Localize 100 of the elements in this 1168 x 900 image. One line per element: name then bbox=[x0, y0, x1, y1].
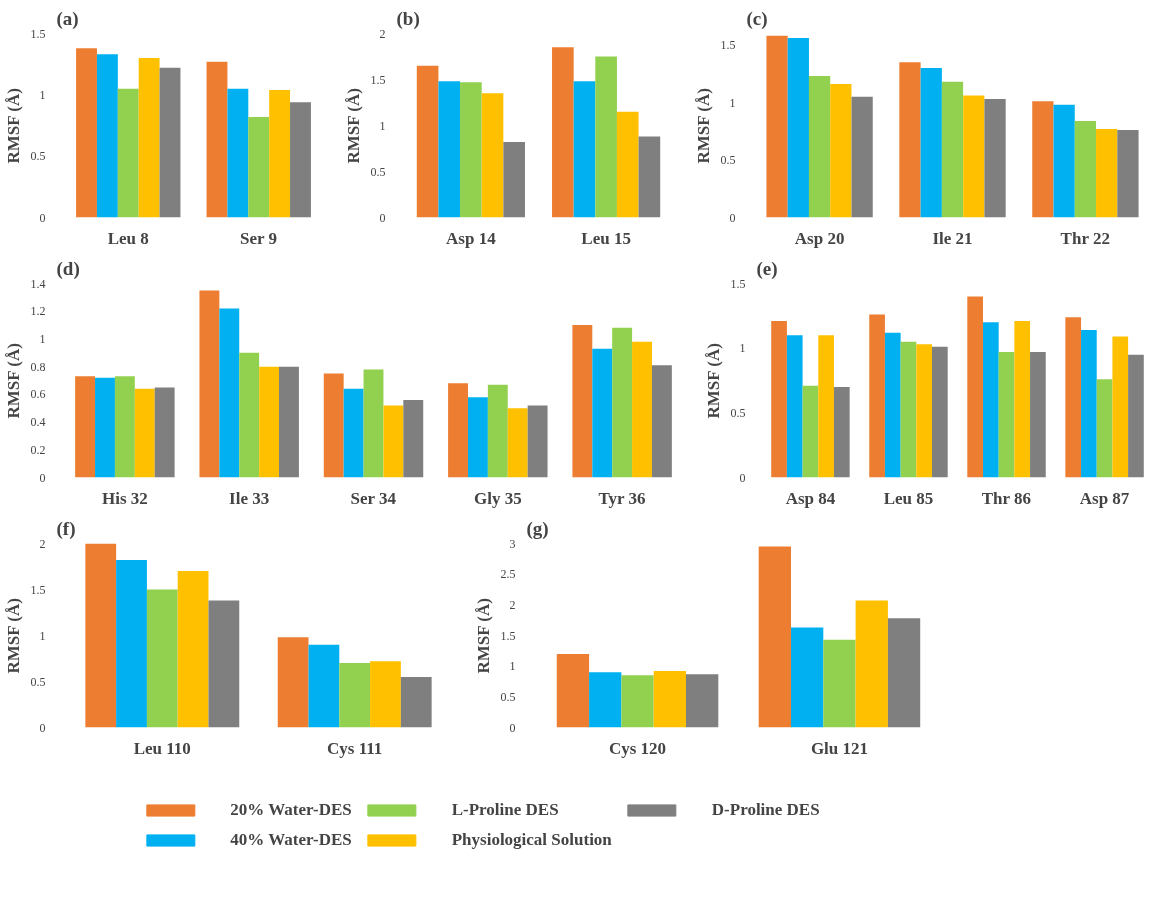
bar bbox=[323, 373, 344, 478]
bar bbox=[339, 663, 371, 728]
y-tick-label: 0 bbox=[39, 720, 46, 735]
y-tick-label: 3 bbox=[509, 536, 516, 551]
y-axis-title: RMSF (Å) bbox=[3, 598, 23, 674]
y-tick-label: 1.5 bbox=[720, 38, 736, 52]
x-tick-label: Asp 14 bbox=[446, 228, 497, 248]
y-tick-label: 0.5 bbox=[720, 153, 736, 167]
chart-title: (c) bbox=[746, 7, 768, 30]
bar bbox=[146, 589, 178, 728]
bar bbox=[653, 671, 686, 728]
y-tick-label: 1.5 bbox=[730, 276, 746, 291]
y-tick-label: 2 bbox=[379, 26, 386, 41]
y-axis-title: RMSF (Å) bbox=[703, 343, 723, 419]
bar bbox=[967, 296, 983, 478]
bar bbox=[632, 341, 652, 478]
bar bbox=[1074, 120, 1097, 218]
bar bbox=[855, 600, 888, 728]
bar bbox=[916, 344, 933, 478]
bar bbox=[823, 639, 856, 728]
bar bbox=[219, 308, 240, 478]
bar bbox=[941, 81, 964, 218]
bar bbox=[403, 399, 424, 478]
bar bbox=[686, 674, 719, 728]
y-tick-label: 0.4 bbox=[30, 415, 46, 430]
bar bbox=[370, 661, 401, 728]
y-tick-label: 1 bbox=[509, 659, 516, 674]
bar bbox=[1096, 379, 1113, 478]
x-tick-label: Cys 120 bbox=[608, 738, 667, 758]
chart-title: (e) bbox=[756, 257, 778, 280]
y-tick-label: 0.5 bbox=[730, 405, 746, 420]
bar bbox=[75, 376, 96, 478]
y-tick-label: 0 bbox=[509, 720, 516, 735]
x-tick-label: Asp 20 bbox=[794, 228, 845, 248]
y-tick-label: 1.5 bbox=[500, 628, 516, 643]
legend-label: 20% Water-DES bbox=[230, 800, 352, 820]
y-tick-label: 1.2 bbox=[30, 304, 46, 319]
bar bbox=[592, 348, 613, 478]
x-tick-label: Thr 86 bbox=[981, 488, 1032, 508]
bar bbox=[612, 327, 633, 478]
y-tick-label: 0 bbox=[379, 210, 386, 225]
bar bbox=[932, 346, 948, 478]
y-tick-label: 2 bbox=[509, 597, 516, 612]
bar bbox=[177, 571, 209, 728]
bar bbox=[507, 408, 528, 478]
bar bbox=[448, 383, 468, 478]
bar bbox=[383, 405, 404, 478]
bar bbox=[308, 644, 340, 728]
bar bbox=[259, 366, 280, 478]
bar bbox=[1117, 130, 1139, 218]
x-tick-label: Tyr 36 bbox=[598, 488, 646, 508]
y-tick-label: 1 bbox=[39, 87, 46, 102]
bar bbox=[899, 62, 921, 218]
bar bbox=[920, 68, 942, 218]
bar bbox=[1014, 321, 1031, 478]
x-tick-label: Leu 85 bbox=[883, 488, 934, 508]
bar bbox=[818, 335, 834, 478]
bar bbox=[400, 676, 432, 728]
bar bbox=[638, 136, 661, 218]
chart-title: (d) bbox=[56, 257, 80, 280]
bar bbox=[154, 387, 175, 478]
bar bbox=[884, 332, 901, 478]
y-tick-label: 1.5 bbox=[30, 582, 46, 597]
bar bbox=[85, 543, 117, 728]
bar bbox=[138, 58, 160, 218]
bar bbox=[290, 102, 311, 218]
legend-label: 40% Water-DES bbox=[230, 830, 352, 850]
legend-label: Physiological Solution bbox=[451, 830, 612, 850]
bar bbox=[116, 560, 147, 728]
chart-title: (g) bbox=[526, 517, 549, 540]
bar bbox=[248, 116, 270, 218]
bar bbox=[467, 397, 488, 478]
x-tick-label: Ser 9 bbox=[240, 228, 278, 248]
bar bbox=[758, 546, 791, 728]
bar bbox=[851, 96, 873, 218]
bar bbox=[343, 388, 364, 478]
y-tick-label: 1 bbox=[379, 118, 386, 133]
y-axis-title: RMSF (Å) bbox=[473, 598, 493, 674]
x-tick-label: Cys 111 bbox=[327, 738, 383, 758]
bar bbox=[802, 385, 819, 478]
y-tick-label: 0.8 bbox=[30, 359, 46, 374]
bar bbox=[134, 388, 155, 478]
bar bbox=[487, 384, 508, 478]
x-tick-label: Asp 87 bbox=[1079, 488, 1130, 508]
y-tick-label: 0.5 bbox=[30, 149, 46, 164]
bar bbox=[572, 325, 593, 478]
bar bbox=[363, 369, 384, 478]
y-tick-label: 0 bbox=[39, 210, 46, 225]
y-tick-label: 2.5 bbox=[500, 567, 516, 582]
bar bbox=[239, 352, 260, 478]
bar bbox=[998, 352, 1015, 478]
bar bbox=[833, 386, 850, 478]
y-axis-title: RMSF (Å) bbox=[343, 88, 363, 164]
y-axis-title: RMSF (Å) bbox=[693, 88, 713, 164]
bar bbox=[589, 672, 622, 728]
bar bbox=[199, 290, 220, 478]
bar bbox=[982, 322, 999, 478]
y-tick-label: 1 bbox=[739, 341, 746, 356]
bar bbox=[787, 38, 809, 218]
bar bbox=[95, 377, 115, 478]
